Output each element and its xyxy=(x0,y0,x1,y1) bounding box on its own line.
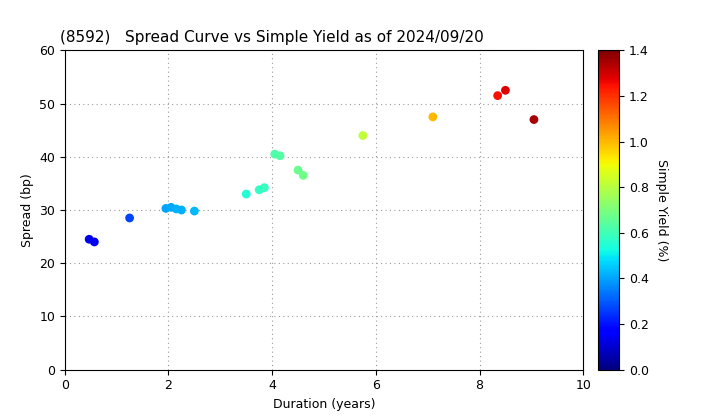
Point xyxy=(528,116,540,123)
X-axis label: Duration (years): Duration (years) xyxy=(273,398,375,411)
Point xyxy=(89,239,100,245)
Point xyxy=(176,207,187,213)
Point xyxy=(166,204,177,211)
Point xyxy=(189,208,200,215)
Point xyxy=(269,151,281,158)
Point xyxy=(427,113,438,120)
Point xyxy=(160,205,171,212)
Point xyxy=(357,132,369,139)
Y-axis label: Spread (bp): Spread (bp) xyxy=(21,173,34,247)
Point xyxy=(124,215,135,221)
Point xyxy=(292,167,304,173)
Y-axis label: Simple Yield (%): Simple Yield (%) xyxy=(655,159,668,261)
Point xyxy=(297,172,309,179)
Point xyxy=(258,184,270,191)
Point xyxy=(253,186,265,193)
Point xyxy=(492,92,503,99)
Point xyxy=(274,152,286,159)
Point xyxy=(500,87,511,94)
Point xyxy=(84,236,95,243)
Point xyxy=(240,191,252,197)
Text: (8592)   Spread Curve vs Simple Yield as of 2024/09/20: (8592) Spread Curve vs Simple Yield as o… xyxy=(60,30,483,45)
Point xyxy=(171,205,182,212)
